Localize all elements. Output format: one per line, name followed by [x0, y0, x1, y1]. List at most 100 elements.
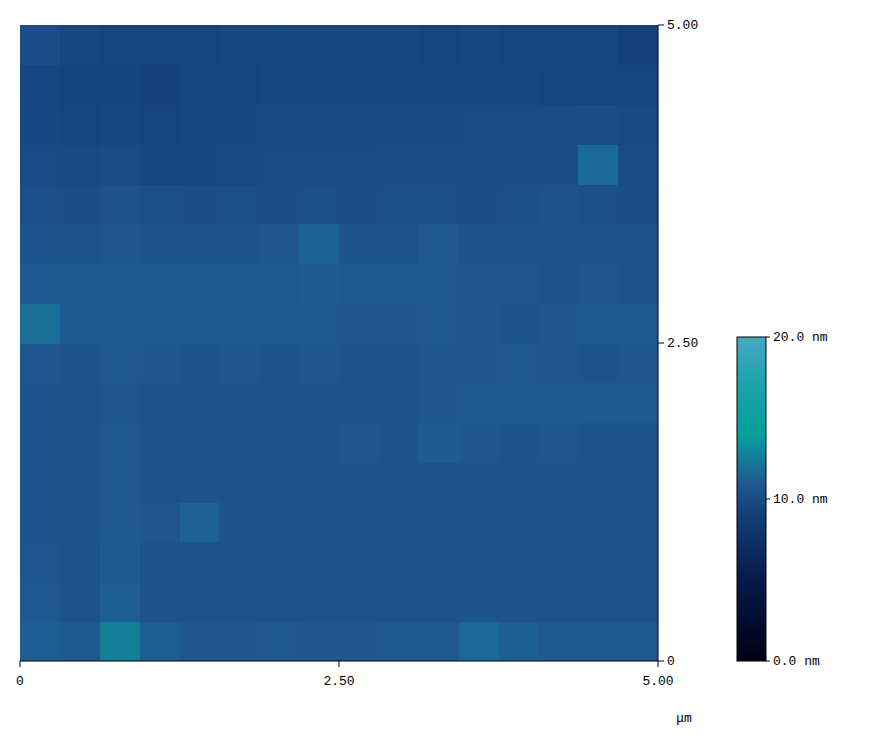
- chart: 02.505.0002.505.00μm0.0 nm10.0 nm20.0 nm: [0, 0, 888, 740]
- heat-cell: [299, 303, 339, 343]
- heat-cell: [180, 184, 220, 224]
- heat-cell: [459, 621, 499, 661]
- heat-cell: [578, 462, 618, 502]
- heat-cell: [60, 462, 100, 502]
- heat-cell: [618, 582, 658, 622]
- heat-cell: [180, 224, 220, 264]
- heat-cell: [100, 224, 140, 264]
- heat-cell: [100, 383, 140, 423]
- colorbar: [737, 337, 766, 661]
- heat-cell: [299, 542, 339, 582]
- heat-cell: [140, 65, 180, 105]
- heat-cell: [459, 144, 499, 184]
- heat-cell: [20, 224, 60, 264]
- heat-cell: [60, 25, 100, 65]
- heat-cell: [100, 264, 140, 304]
- heat-cell: [578, 343, 618, 383]
- heat-cell: [60, 502, 100, 542]
- heat-cell: [379, 343, 419, 383]
- heat-cell: [20, 383, 60, 423]
- heat-cell: [299, 264, 339, 304]
- heat-cell: [299, 462, 339, 502]
- x-tick: [339, 661, 340, 667]
- y-tick: [658, 661, 664, 662]
- heat-cell: [578, 264, 618, 304]
- heat-cell: [100, 343, 140, 383]
- heat-cell: [20, 582, 60, 622]
- heat-cell: [299, 423, 339, 463]
- heat-cell: [219, 264, 259, 304]
- heat-cell: [538, 224, 578, 264]
- heat-cell: [259, 343, 299, 383]
- heat-cell: [100, 184, 140, 224]
- heat-cell: [100, 423, 140, 463]
- heat-cell: [20, 542, 60, 582]
- heat-cell: [499, 423, 539, 463]
- heat-cell: [419, 105, 459, 145]
- heat-cell: [100, 502, 140, 542]
- colorbar-tick: [766, 499, 770, 500]
- heat-cell: [299, 502, 339, 542]
- heat-cell: [499, 65, 539, 105]
- heat-cell: [60, 303, 100, 343]
- heat-cell: [419, 582, 459, 622]
- heat-cell: [379, 303, 419, 343]
- heat-cell: [459, 105, 499, 145]
- heat-cell: [618, 144, 658, 184]
- heat-cell: [419, 224, 459, 264]
- heat-cell: [618, 462, 658, 502]
- heat-cell: [140, 582, 180, 622]
- heat-cell: [219, 542, 259, 582]
- heat-cell: [299, 582, 339, 622]
- heat-cell: [419, 502, 459, 542]
- heat-cell: [140, 144, 180, 184]
- heat-cell: [618, 105, 658, 145]
- heat-cell: [219, 105, 259, 145]
- heat-cell: [578, 184, 618, 224]
- y-tick: [658, 343, 664, 344]
- heat-cell: [499, 264, 539, 304]
- heat-cell: [578, 25, 618, 65]
- heat-cell: [538, 144, 578, 184]
- heat-cell: [20, 343, 60, 383]
- heat-cell: [379, 383, 419, 423]
- heat-cell: [20, 303, 60, 343]
- heat-cell: [459, 65, 499, 105]
- heat-cell: [219, 621, 259, 661]
- heat-cell: [20, 25, 60, 65]
- heat-cell: [140, 383, 180, 423]
- heat-cell: [100, 462, 140, 502]
- heat-cell: [219, 582, 259, 622]
- heat-cell: [499, 343, 539, 383]
- heat-cell: [60, 383, 100, 423]
- heat-cell: [60, 582, 100, 622]
- heat-cell: [219, 65, 259, 105]
- heat-cell: [219, 144, 259, 184]
- heat-cell: [379, 144, 419, 184]
- heat-cell: [618, 264, 658, 304]
- heat-cell: [499, 383, 539, 423]
- heat-cell: [60, 224, 100, 264]
- heat-cell: [180, 264, 220, 304]
- heat-cell: [339, 582, 379, 622]
- heat-cell: [538, 343, 578, 383]
- heat-cell: [140, 621, 180, 661]
- heat-cell: [180, 423, 220, 463]
- heat-cell: [259, 25, 299, 65]
- heat-cell: [578, 144, 618, 184]
- heat-cell: [538, 383, 578, 423]
- heat-cell: [538, 25, 578, 65]
- heat-cell: [578, 224, 618, 264]
- heat-cell: [219, 502, 259, 542]
- heat-cell: [578, 582, 618, 622]
- heat-cell: [618, 224, 658, 264]
- heat-cell: [578, 621, 618, 661]
- heat-cell: [538, 621, 578, 661]
- heat-cell: [459, 224, 499, 264]
- heat-cell: [219, 383, 259, 423]
- heat-cell: [100, 303, 140, 343]
- heat-cell: [618, 502, 658, 542]
- heat-cell: [419, 462, 459, 502]
- heat-cell: [499, 25, 539, 65]
- heat-cell: [140, 264, 180, 304]
